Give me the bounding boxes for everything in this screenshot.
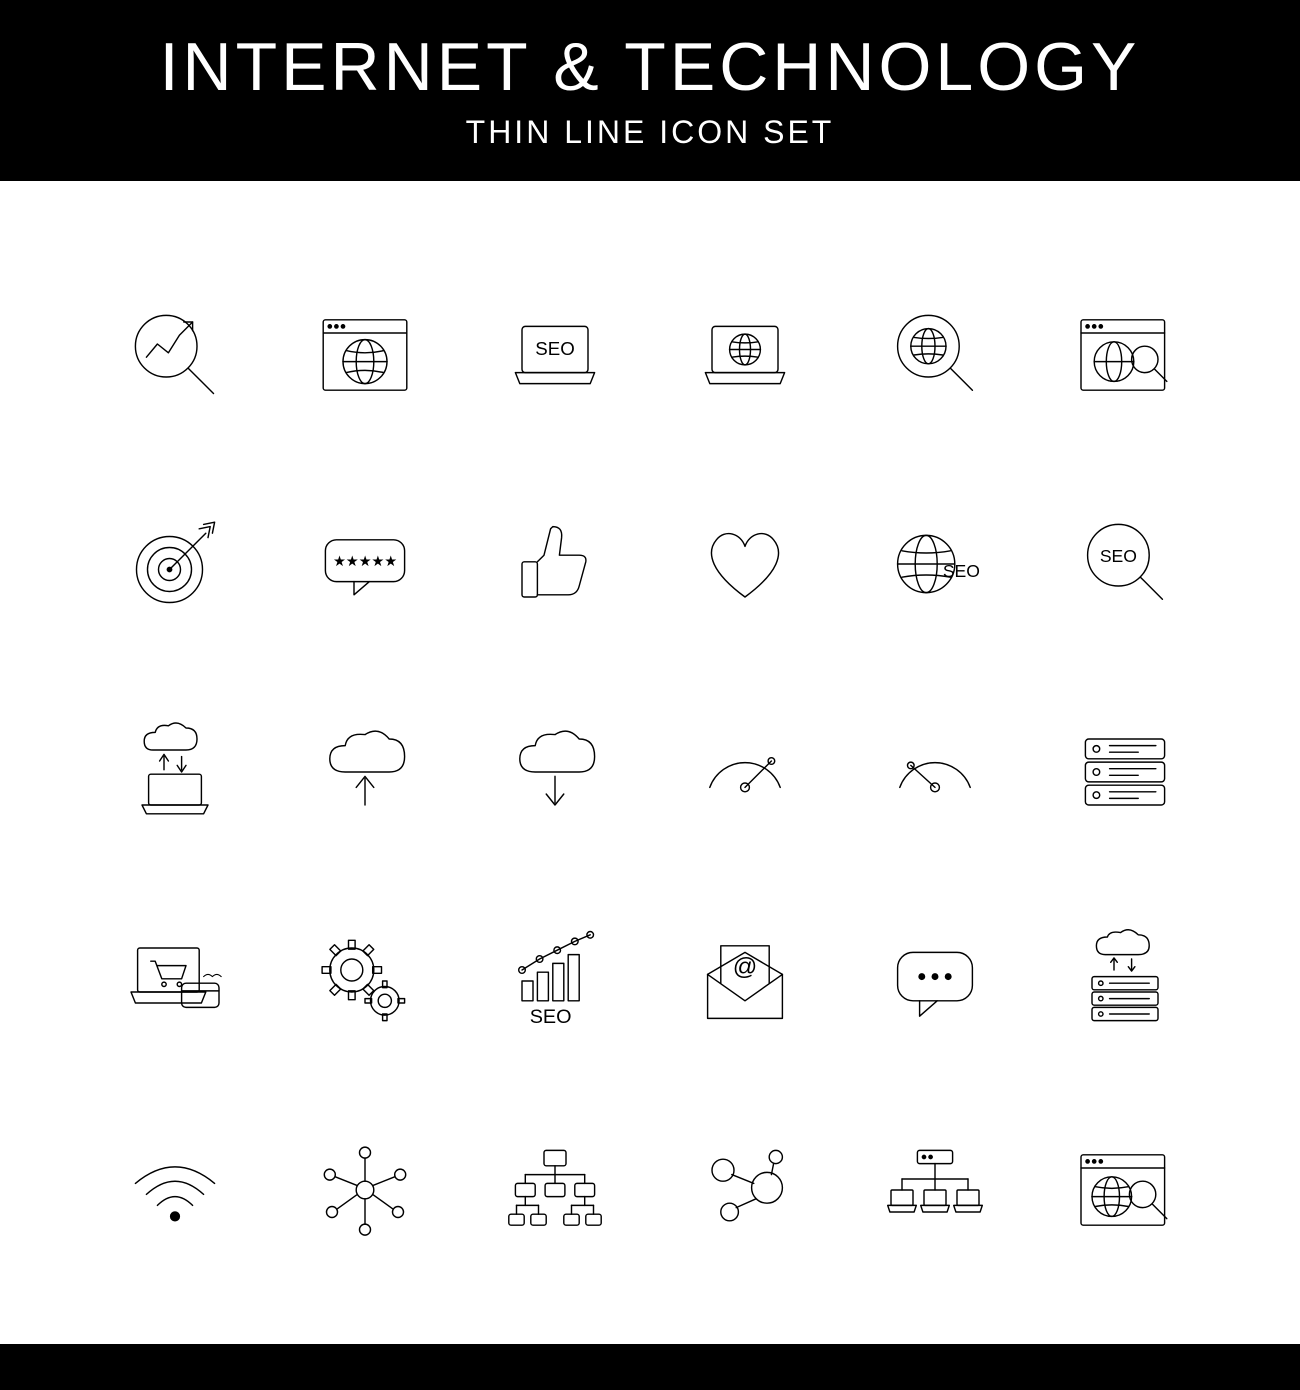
browser-globe-search2-icon [1030,1085,1220,1294]
svg-text:SEO: SEO [1100,546,1137,566]
magnifier-seo-icon: SEO [1030,460,1220,669]
thumbs-up-icon [460,460,650,669]
wifi-icon [80,1085,270,1294]
svg-text:SEO: SEO [943,561,980,581]
laptop-globe-icon [650,251,840,460]
analytics-magnifier-icon [80,251,270,460]
server-rack-icon [1030,668,1220,877]
target-arrow-icon [80,460,270,669]
header-banner: INTERNET & TECHNOLOGY THIN LINE ICON SET [0,0,1300,181]
cloud-server-sync-icon [1030,877,1220,1086]
lan-computers-icon [840,1085,1030,1294]
speedometer-high-icon [840,668,1030,877]
cloud-laptop-sync-icon [80,668,270,877]
sitemap-icon [460,1085,650,1294]
chat-ellipsis-icon [840,877,1030,1086]
svg-text:★★★★★: ★★★★★ [333,554,397,570]
magnifier-globe-icon [840,251,1030,460]
icon-grid: SEO [0,181,1300,1344]
svg-text:SEO: SEO [530,1006,572,1028]
page-title: INTERNET & TECHNOLOGY [0,28,1300,106]
share-nodes-icon [650,1085,840,1294]
browser-globe-icon [270,251,460,460]
svg-text:@: @ [733,953,758,980]
laptop-cart-card-icon [80,877,270,1086]
gears-icon [270,877,460,1086]
seo-barchart-icon: SEO [460,877,650,1086]
speedometer-low-icon [650,668,840,877]
cloud-download-icon [460,668,650,877]
heart-icon [650,460,840,669]
laptop-seo-icon: SEO [460,251,650,460]
cloud-upload-icon [270,668,460,877]
footer-bar [0,1344,1300,1390]
globe-seo-icon: SEO [840,460,1030,669]
svg-text:SEO: SEO [535,338,574,359]
review-stars-icon: ★★★★★ [270,460,460,669]
network-hub-icon [270,1085,460,1294]
browser-globe-search-icon [1030,251,1220,460]
page-subtitle: THIN LINE ICON SET [0,114,1300,151]
envelope-at-icon: @ [650,877,840,1086]
